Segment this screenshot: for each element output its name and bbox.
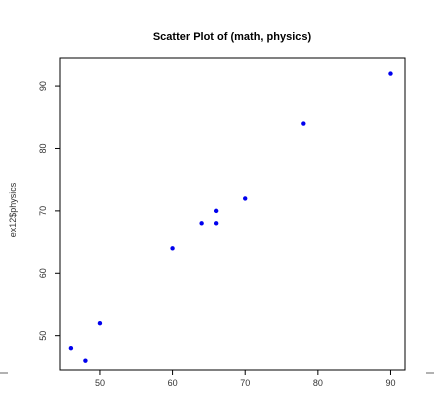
data-point <box>213 208 219 214</box>
x-tick-label: 80 <box>313 378 323 388</box>
data-points <box>68 71 393 363</box>
x-tick-label: 70 <box>240 378 250 388</box>
data-point <box>83 358 88 363</box>
x-tick-label: 60 <box>168 378 178 388</box>
y-tick-label: 90 <box>38 81 48 91</box>
data-point <box>213 221 219 226</box>
plot-frame <box>59 57 406 371</box>
x-axis: 50 60 70 80 90 <box>95 370 395 388</box>
y-tick-label: 70 <box>38 206 48 216</box>
y-axis: 50 60 70 80 90 <box>38 81 60 341</box>
data-point <box>301 121 306 126</box>
data-point <box>68 345 74 351</box>
data-point <box>97 321 103 326</box>
y-tick-label: 60 <box>38 268 48 278</box>
x-tick-label: 90 <box>385 378 395 388</box>
y-axis-label: ex12$physics <box>8 182 18 237</box>
y-tick-label: 80 <box>38 143 48 153</box>
chart-title: Scatter Plot of (math, physics) <box>153 31 312 43</box>
y-tick-label: 50 <box>38 331 48 341</box>
data-point <box>199 221 204 226</box>
x-tick-label: 50 <box>95 378 105 388</box>
data-point <box>243 196 248 201</box>
data-point <box>170 246 175 251</box>
data-point <box>388 71 393 76</box>
